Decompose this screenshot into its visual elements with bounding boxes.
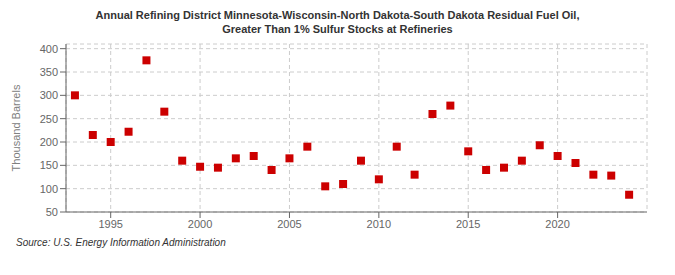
html-text:Greater Than 1% Sulfur Stocks: Greater Than 1% Sulfur Stocks at Refiner…: [222, 23, 453, 35]
html-text:Annual Refining District Minne: Annual Refining District Minnesota-Wisco…: [95, 9, 580, 21]
svg-text:2020: 2020: [545, 218, 569, 230]
svg-text:Thousand Barrels: Thousand Barrels: [10, 84, 22, 171]
svg-text:2000: 2000: [188, 218, 212, 230]
html-text:Source: U.S. Energy Informatio: Source: U.S. Energy Information Administ…: [16, 237, 226, 248]
svg-text:300: 300: [40, 89, 58, 101]
svg-text:250: 250: [40, 113, 58, 125]
svg-text:350: 350: [40, 66, 58, 78]
svg-text:150: 150: [40, 159, 58, 171]
svg-text:2015: 2015: [456, 218, 480, 230]
svg-text:2005: 2005: [277, 218, 301, 230]
svg-text:400: 400: [40, 43, 58, 55]
svg-text:2010: 2010: [367, 218, 391, 230]
svg-text:100: 100: [40, 183, 58, 195]
svg-text:50: 50: [46, 206, 58, 218]
svg-text:200: 200: [40, 136, 58, 148]
svg-text:1995: 1995: [98, 218, 122, 230]
